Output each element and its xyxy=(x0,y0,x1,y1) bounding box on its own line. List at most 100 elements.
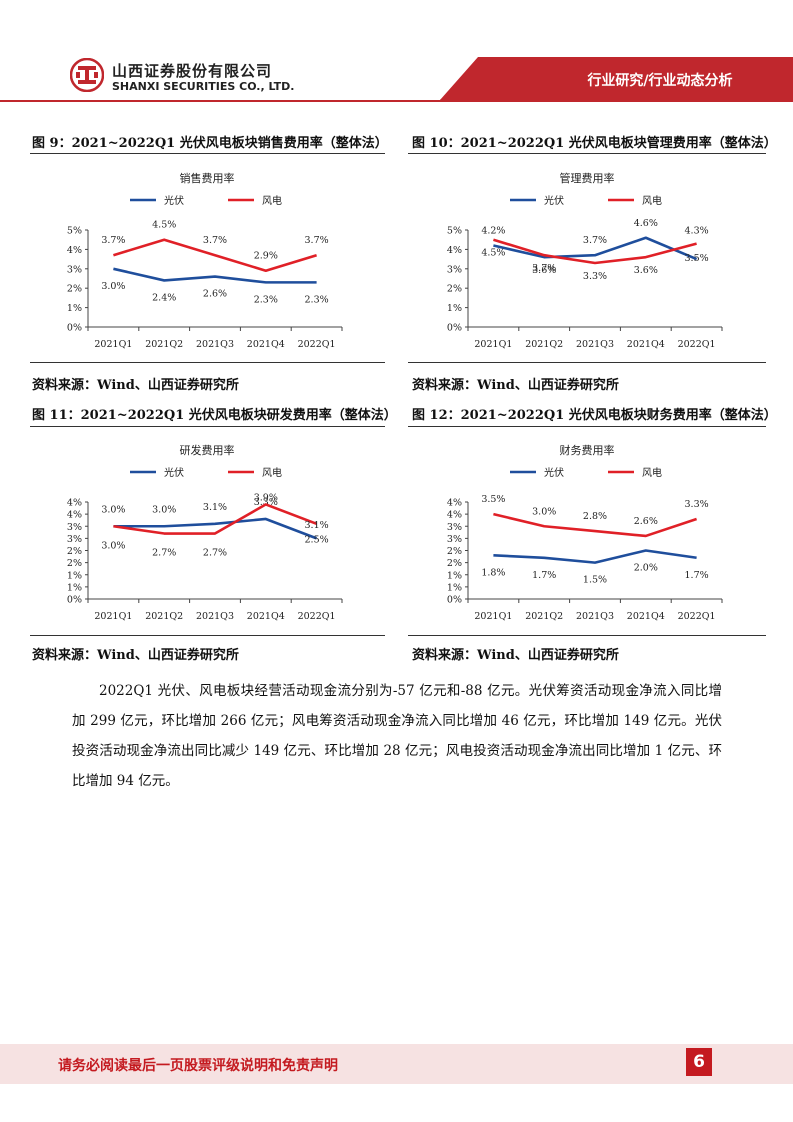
x-tick-label: 2022Q1 xyxy=(678,611,716,622)
data-label-pv: 3.0% xyxy=(101,281,125,292)
data-label-wind: 2.9% xyxy=(254,251,278,262)
chart-title: 管理费用率 xyxy=(560,171,615,185)
data-label-pv: 2.5% xyxy=(305,534,329,545)
data-label-wind: 3.7% xyxy=(203,235,227,246)
footer-band xyxy=(0,1044,793,1084)
data-label-pv: 3.5% xyxy=(685,253,709,264)
figure-10-title: 图 10：2021~2022Q1 光伏风电板块管理费用率（整体法） xyxy=(412,136,777,151)
y-tick-label: 3% xyxy=(67,522,82,533)
x-tick-label: 2021Q3 xyxy=(196,339,234,350)
data-label-pv: 1.5% xyxy=(583,575,607,586)
x-tick-label: 2021Q3 xyxy=(196,611,234,622)
data-label-pv: 3.0% xyxy=(152,504,176,515)
y-tick-label: 3% xyxy=(447,534,462,545)
data-label-pv: 2.0% xyxy=(634,563,658,574)
series-line-wind xyxy=(493,512,698,538)
figure-9-bottom-rule xyxy=(30,362,385,363)
data-label-wind: 3.3% xyxy=(685,499,709,510)
series-line-pv xyxy=(113,517,318,540)
legend-label-wind: 风电 xyxy=(642,194,662,207)
x-tick-label: 2021Q2 xyxy=(525,611,563,622)
x-tick-label: 2021Q1 xyxy=(94,611,132,622)
data-label-pv: 2.3% xyxy=(254,294,278,305)
x-tick-label: 2021Q4 xyxy=(627,339,665,350)
legend-label-pv: 光伏 xyxy=(164,194,184,207)
data-label-wind: 4.5% xyxy=(481,248,505,259)
data-label-pv: 2.4% xyxy=(152,292,176,303)
company-name-cn: 山西证券股份有限公司 xyxy=(112,62,273,80)
y-tick-label: 2% xyxy=(67,284,82,295)
chart-title: 销售费用率 xyxy=(180,171,235,185)
data-label-wind: 3.6% xyxy=(634,265,658,276)
y-tick-label: 5% xyxy=(447,226,462,237)
figure-12-title: 图 12：2021~2022Q1 光伏风电板块财务费用率（整体法） xyxy=(412,408,777,423)
report-type-label: 行业研究/行业动态分析 xyxy=(587,73,733,89)
figure-12-top-rule xyxy=(408,426,766,427)
page-number: 6 xyxy=(686,1048,712,1076)
y-tick-label: 0% xyxy=(67,595,82,606)
data-label-wind: 2.7% xyxy=(152,548,176,559)
header-band xyxy=(0,57,793,102)
figure-9-source: 资料来源：Wind、山西证券研究所 xyxy=(32,378,239,393)
y-tick-label: 1% xyxy=(67,582,82,593)
y-tick-label: 2% xyxy=(447,284,462,295)
y-tick-label: 4% xyxy=(447,498,462,509)
footer-disclaimer-link[interactable]: 请务必阅读最后一页股票评级说明和免责声明 xyxy=(58,1058,338,1074)
figure-10-top-rule xyxy=(408,153,766,154)
x-tick-label: 2022Q1 xyxy=(298,611,336,622)
series-line-pv xyxy=(493,236,698,261)
legend-label-pv: 光伏 xyxy=(544,194,564,207)
data-label-wind: 3.5% xyxy=(481,494,505,505)
series-line-pv xyxy=(113,267,317,284)
figure-11-source: 资料来源：Wind、山西证券研究所 xyxy=(32,648,239,663)
y-tick-label: 3% xyxy=(67,264,82,275)
figure-10-bottom-rule xyxy=(408,362,766,363)
figure-9-top-rule xyxy=(30,153,385,154)
data-label-wind: 2.8% xyxy=(583,511,607,522)
x-tick-label: 2022Q1 xyxy=(298,339,336,350)
data-label-wind: 2.7% xyxy=(203,548,227,559)
y-tick-label: 2% xyxy=(67,546,82,557)
data-label-pv: 3.3% xyxy=(254,497,278,508)
data-label-wind: 2.6% xyxy=(634,516,658,527)
data-label-wind: 3.7% xyxy=(101,235,125,246)
data-label-wind: 4.5% xyxy=(152,220,176,231)
x-tick-label: 2021Q4 xyxy=(627,611,665,622)
data-label-wind: 3.7% xyxy=(532,263,556,274)
data-label-wind: 3.0% xyxy=(532,506,556,517)
y-tick-label: 1% xyxy=(447,570,462,581)
y-tick-label: 3% xyxy=(447,522,462,533)
x-tick-label: 2021Q4 xyxy=(247,611,285,622)
x-tick-label: 2021Q3 xyxy=(576,611,614,622)
chart-title: 财务费用率 xyxy=(560,443,615,457)
series-line-wind xyxy=(493,238,697,265)
y-tick-label: 4% xyxy=(67,498,82,509)
figure-12-source: 资料来源：Wind、山西证券研究所 xyxy=(412,648,619,663)
y-tick-label: 1% xyxy=(447,303,462,314)
x-tick-label: 2021Q4 xyxy=(247,339,285,350)
x-tick-label: 2021Q2 xyxy=(145,611,183,622)
y-tick-label: 4% xyxy=(447,245,462,256)
y-tick-label: 4% xyxy=(67,510,82,521)
y-tick-label: 3% xyxy=(67,534,82,545)
figure-11-title: 图 11：2021~2022Q1 光伏风电板块研发费用率（整体法） xyxy=(32,408,397,423)
y-tick-label: 4% xyxy=(67,245,82,256)
data-label-pv: 3.6% xyxy=(532,265,556,276)
figure-11-top-rule xyxy=(30,426,385,427)
data-label-pv: 2.3% xyxy=(305,294,329,305)
legend-label-pv: 光伏 xyxy=(164,466,184,479)
y-tick-label: 3% xyxy=(447,264,462,275)
x-tick-label: 2021Q2 xyxy=(145,339,183,350)
figure-9-title: 图 9：2021~2022Q1 光伏风电板块销售费用率（整体法） xyxy=(32,136,388,151)
data-label-pv: 3.0% xyxy=(101,504,125,515)
x-tick-label: 2021Q3 xyxy=(576,339,614,350)
legend-label-wind: 风电 xyxy=(262,194,282,207)
data-label-wind: 3.7% xyxy=(305,235,329,246)
y-tick-label: 2% xyxy=(447,546,462,557)
data-label-pv: 4.2% xyxy=(481,226,505,237)
data-label-wind: 3.9% xyxy=(254,492,278,503)
data-label-pv: 3.1% xyxy=(203,502,227,513)
